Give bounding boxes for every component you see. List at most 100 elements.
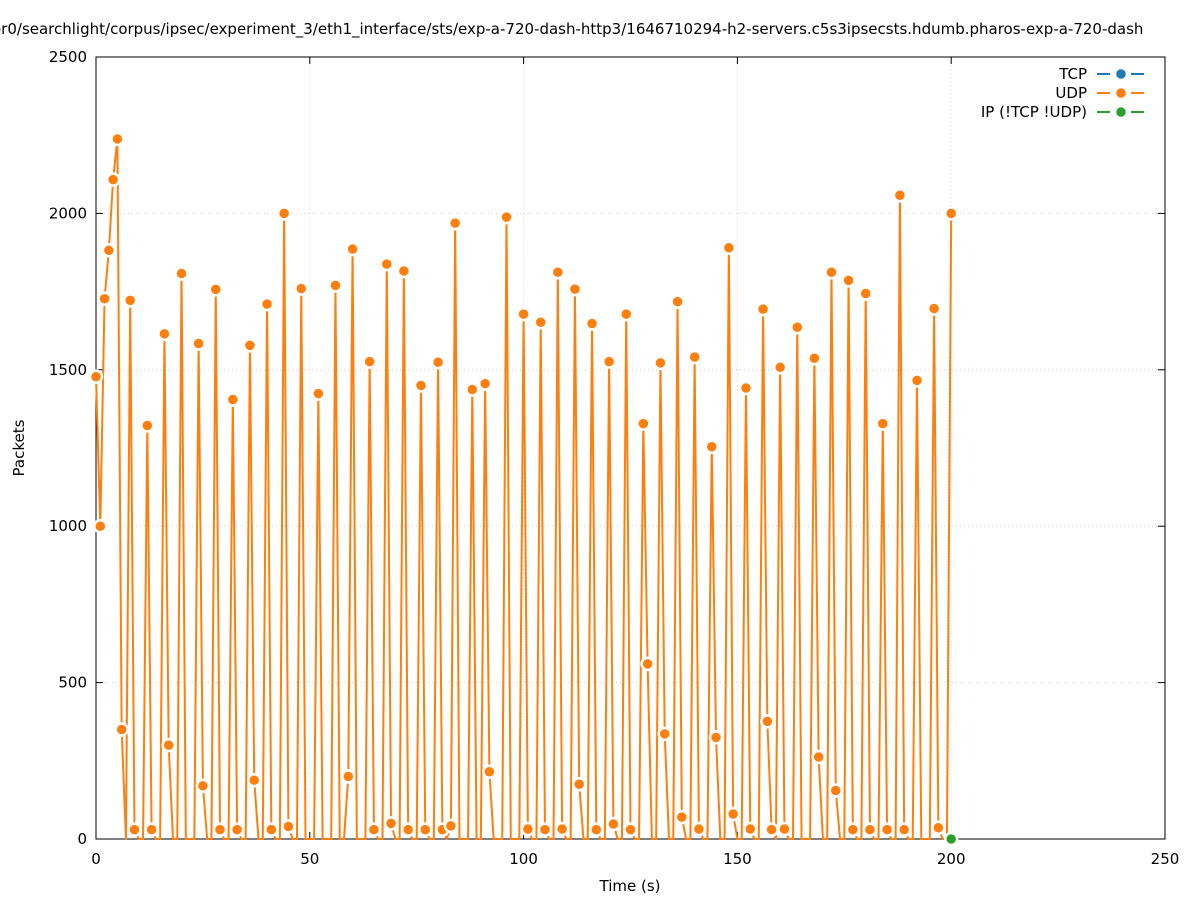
data-point bbox=[567, 281, 583, 297]
data-point bbox=[413, 378, 429, 393]
data-point bbox=[879, 822, 895, 837]
data-point bbox=[345, 241, 360, 257]
data-point bbox=[140, 418, 155, 433]
y-tick-label: 1500 bbox=[49, 361, 87, 379]
data-point bbox=[554, 821, 570, 837]
y-tick-label: 1000 bbox=[49, 517, 87, 535]
data-point bbox=[110, 131, 125, 147]
data-point bbox=[311, 386, 326, 401]
data-point bbox=[764, 822, 779, 837]
data-point bbox=[606, 816, 621, 832]
data-point bbox=[212, 822, 228, 837]
data-point bbox=[790, 320, 805, 335]
data-point bbox=[687, 349, 702, 365]
data-point bbox=[841, 273, 856, 288]
data-point bbox=[584, 316, 600, 331]
data-point bbox=[896, 822, 912, 837]
x-tick-label: 250 bbox=[1151, 850, 1180, 868]
data-point bbox=[174, 266, 189, 281]
data-point bbox=[114, 722, 129, 737]
data-point bbox=[601, 354, 617, 369]
data-point bbox=[824, 264, 839, 280]
data-point bbox=[242, 338, 258, 353]
y-tick-label: 2500 bbox=[49, 48, 87, 66]
data-point bbox=[430, 355, 446, 370]
data-point bbox=[477, 376, 493, 391]
data-point bbox=[777, 821, 792, 837]
data-point bbox=[499, 209, 514, 225]
data-point bbox=[362, 354, 377, 369]
data-point bbox=[691, 821, 707, 837]
data-point bbox=[144, 822, 159, 837]
data-point bbox=[862, 822, 878, 837]
data-point bbox=[640, 656, 655, 672]
legend-label: IP (!TCP !UDP) bbox=[981, 103, 1087, 121]
data-point bbox=[122, 293, 138, 308]
x-tick-label: 0 bbox=[91, 850, 101, 868]
data-point bbox=[926, 301, 942, 316]
data-point bbox=[742, 821, 758, 837]
data-point bbox=[379, 256, 395, 272]
data-point bbox=[465, 382, 480, 397]
data-point bbox=[418, 822, 433, 837]
data-point bbox=[105, 172, 121, 187]
data-point bbox=[101, 243, 117, 258]
data-point bbox=[520, 821, 536, 837]
data-point bbox=[157, 326, 172, 342]
data-point bbox=[97, 291, 112, 307]
data-point bbox=[225, 392, 241, 407]
legend-marker bbox=[1113, 66, 1129, 82]
data-point bbox=[533, 315, 548, 330]
data-point bbox=[653, 355, 668, 371]
data-point bbox=[482, 764, 497, 779]
data-point bbox=[88, 369, 104, 384]
data-point bbox=[571, 777, 587, 792]
data-point bbox=[550, 264, 566, 280]
data-point bbox=[811, 749, 826, 765]
data-point bbox=[447, 215, 463, 231]
data-point bbox=[618, 306, 634, 322]
x-tick-label: 50 bbox=[300, 850, 319, 868]
data-point bbox=[670, 294, 685, 309]
data-point bbox=[931, 820, 946, 835]
data-point bbox=[328, 278, 343, 293]
legend-item: UDP bbox=[1055, 84, 1145, 102]
y-tick-label: 500 bbox=[58, 674, 87, 692]
data-point bbox=[657, 726, 672, 742]
data-point bbox=[264, 822, 279, 837]
data-point bbox=[208, 282, 223, 297]
x-tick-label: 150 bbox=[723, 850, 752, 868]
data-point bbox=[127, 822, 142, 837]
data-point bbox=[858, 286, 873, 301]
x-tick-label: 100 bbox=[509, 850, 538, 868]
x-axis-title: Time (s) bbox=[599, 877, 661, 895]
series-1 bbox=[88, 131, 959, 840]
data-point bbox=[725, 806, 741, 822]
data-point bbox=[341, 769, 356, 784]
data-point bbox=[875, 416, 891, 431]
data-point bbox=[229, 822, 245, 837]
data-point bbox=[516, 306, 531, 322]
data-point bbox=[281, 819, 296, 834]
data-point bbox=[704, 439, 719, 454]
data-point bbox=[93, 518, 108, 534]
data-point bbox=[943, 831, 959, 847]
data-point bbox=[760, 714, 775, 729]
data-point bbox=[828, 783, 843, 798]
y-tick-label: 2000 bbox=[49, 204, 87, 222]
legend-label: TCP bbox=[1058, 65, 1087, 83]
data-point bbox=[943, 206, 959, 221]
data-point bbox=[772, 360, 788, 375]
legend-item: TCP bbox=[1058, 65, 1145, 83]
data-point bbox=[636, 416, 651, 431]
data-point bbox=[161, 737, 176, 753]
data-point bbox=[738, 380, 754, 396]
data-point bbox=[276, 206, 292, 221]
series-2 bbox=[943, 831, 959, 847]
plot-area-border bbox=[95, 56, 1166, 840]
data-point bbox=[400, 822, 416, 837]
data-point bbox=[674, 809, 690, 825]
series-layer bbox=[88, 131, 959, 847]
y-tick-label: 0 bbox=[77, 830, 87, 848]
data-point bbox=[589, 822, 604, 837]
